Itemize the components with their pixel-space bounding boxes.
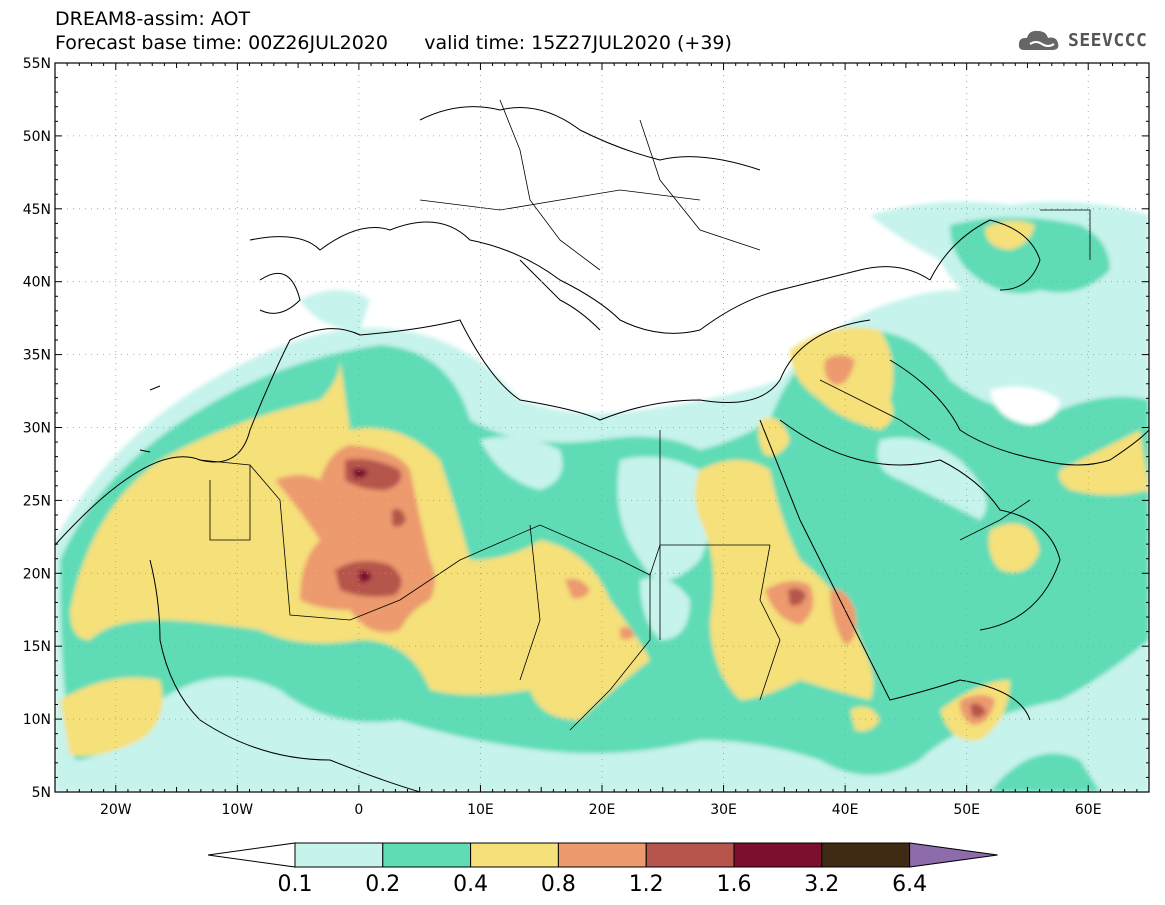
colorbar-label: 6.4 — [892, 872, 927, 897]
lat-tick-label: 10N — [23, 712, 51, 728]
colorbar-label: 0.4 — [453, 872, 488, 897]
lat-tick-label: 25N — [23, 493, 51, 509]
colorbar-swatch — [821, 842, 911, 868]
lat-tick-label: 40N — [23, 275, 51, 291]
aot-field — [55, 201, 1149, 792]
map-title: DREAM8-assim: AOT — [55, 8, 251, 30]
base-time-label: Forecast base time: 00Z26JUL2020 — [55, 32, 388, 54]
lat-tick-label: 35N — [23, 348, 51, 364]
lon-tick-label: 20W — [100, 802, 132, 818]
colorbar-label: 1.2 — [629, 872, 664, 897]
lat-tick-label: 50N — [23, 129, 51, 145]
lon-tick-label: 30E — [710, 802, 737, 818]
lat-tick-label: 55N — [23, 56, 51, 72]
lon-tick-label: 0 — [354, 802, 363, 818]
colorbar-under-arrow — [207, 842, 296, 868]
colorbar-label: 1.6 — [717, 872, 752, 897]
forecast-time-label: Forecast base time: 00Z26JUL2020 valid t… — [55, 32, 732, 54]
lat-tick-label: 20N — [23, 566, 51, 582]
valid-time-label: valid time: 15Z27JUL2020 (+39) — [424, 32, 732, 54]
lon-tick-label: 10E — [467, 802, 494, 818]
aot-level-1.2 — [345, 458, 401, 490]
latitude-labels: 55N 50N 45N 40N 35N 30N 25N 20N 15N 10N 5N — [23, 56, 51, 801]
colorbar-labels: 0.1 0.2 0.4 0.8 1.2 1.6 3.2 6.4 — [278, 872, 928, 897]
aot-level-1.6 — [352, 468, 368, 479]
lon-tick-label: 50E — [953, 802, 980, 818]
colorbar-swatch — [557, 842, 647, 868]
colorbar-swatch — [470, 842, 559, 868]
colorbar-swatch — [645, 842, 735, 868]
colorbar-over-arrow — [909, 842, 998, 868]
lat-tick-label: 5N — [32, 785, 51, 801]
colorbar-label: 0.2 — [365, 872, 400, 897]
lon-tick-label: 40E — [832, 802, 859, 818]
colorbar-swatch — [382, 842, 472, 868]
graticule — [55, 63, 1149, 792]
colorbar-label: 0.1 — [278, 872, 313, 897]
country-borders — [199, 99, 1091, 731]
colorbar-label: 3.2 — [804, 872, 839, 897]
lat-tick-label: 15N — [23, 639, 51, 655]
lat-tick-label: 30N — [23, 421, 51, 437]
brand-name: SEEVCCC — [1068, 30, 1148, 51]
colorbar-swatch — [733, 842, 823, 868]
axis-ticks — [54, 62, 1150, 793]
lat-tick-label: 45N — [23, 202, 51, 218]
colorbar-swatch — [294, 842, 384, 868]
cloud-logo-icon — [1018, 30, 1059, 50]
lon-tick-label: 10W — [221, 802, 253, 818]
brand-logo: SEEVCCC — [1016, 24, 1151, 56]
lon-tick-label: 20E — [589, 802, 616, 818]
lon-tick-label: 60E — [1075, 802, 1102, 818]
colorbar-label: 0.8 — [541, 872, 576, 897]
longitude-labels: 20W 10W 0 10E 20E 30E 40E 50E 60E — [100, 802, 1102, 818]
aot-colorbar — [207, 842, 998, 868]
coastlines — [55, 106, 1149, 792]
